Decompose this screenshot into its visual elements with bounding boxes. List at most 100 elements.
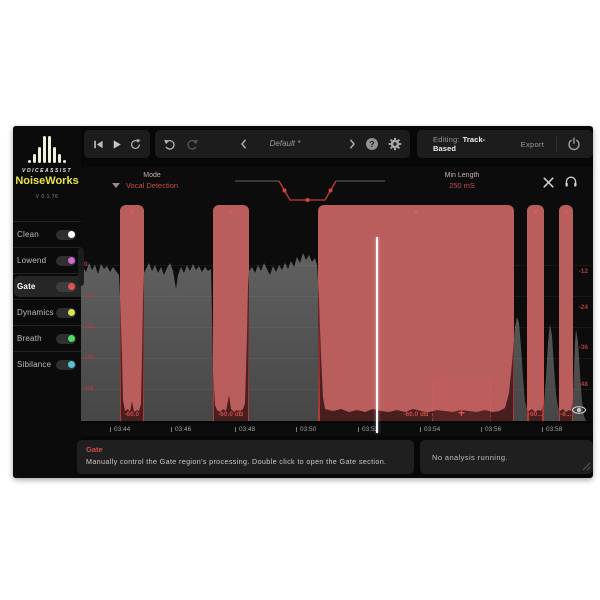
toggle-knob bbox=[67, 283, 75, 290]
timeline-ruler[interactable]: 03:44 03:46 03:48 03:50 03:52 03:54 03:56 03:58 bbox=[81, 422, 593, 437]
mode-dropdown-icon[interactable] bbox=[112, 183, 120, 188]
redo-button[interactable] bbox=[185, 137, 199, 151]
toggle-sibilance[interactable] bbox=[56, 359, 76, 370]
remove-region-button[interactable]: × bbox=[228, 207, 234, 217]
preset-name[interactable]: Default * bbox=[269, 139, 301, 148]
help-icon: ? bbox=[366, 138, 378, 150]
gate-curve-widget[interactable] bbox=[235, 175, 385, 203]
editing-label: Editing: bbox=[433, 135, 460, 144]
sidebar-item-label: Lowend bbox=[17, 256, 47, 265]
timeline-label: 03:54 bbox=[420, 426, 440, 433]
region-edge bbox=[527, 287, 529, 421]
region-edge bbox=[212, 287, 214, 421]
toggle-knob bbox=[67, 309, 75, 316]
db-scale-left-label: 0 bbox=[84, 261, 88, 268]
noiseworks-logo-icon bbox=[13, 131, 81, 163]
timeline-label: 03:52 bbox=[358, 426, 378, 433]
brand-name: NoiseWorks bbox=[15, 175, 79, 187]
region-edge bbox=[558, 287, 560, 421]
mode-value[interactable]: Vocal Detection bbox=[125, 181, 179, 190]
region-tint bbox=[527, 205, 544, 421]
gate-region[interactable]: × -60.0 bbox=[119, 205, 144, 421]
editing-value: Track-Based bbox=[433, 135, 486, 153]
db-scale-right-label: -12 bbox=[578, 268, 588, 275]
left-edge-handle[interactable] bbox=[78, 248, 84, 286]
loop-button[interactable] bbox=[129, 137, 143, 151]
region-db-label: -60.0 dB bbox=[218, 411, 244, 418]
toggle-breath[interactable] bbox=[56, 333, 76, 344]
skip-start-button[interactable] bbox=[91, 137, 105, 151]
power-icon bbox=[568, 137, 580, 151]
gate-region[interactable]: × -6... bbox=[558, 205, 573, 421]
tooltip-title: Gate bbox=[86, 445, 103, 454]
sidebar-item-label: Breath bbox=[17, 334, 42, 343]
sidebar-item-label: Dynamics bbox=[17, 308, 54, 317]
toggle-lowend[interactable] bbox=[56, 255, 76, 266]
headphones-icon bbox=[565, 176, 577, 187]
db-scale-left-label: -36 bbox=[84, 354, 94, 361]
gate-region[interactable]: × -60... bbox=[527, 205, 544, 421]
editing-mode-switch[interactable]: Editing: Track-Based bbox=[433, 135, 499, 153]
gate-region[interactable]: × -60.0 dB bbox=[212, 205, 249, 421]
add-region-box[interactable]: + bbox=[432, 378, 491, 421]
min-length-value[interactable]: 250 mS bbox=[449, 181, 475, 190]
region-db-label: -60.0 bbox=[124, 411, 140, 418]
brand-voiceassist: VOICEASSIST bbox=[21, 168, 73, 174]
clear-regions-button[interactable] bbox=[542, 176, 555, 194]
timeline-label: 03:48 bbox=[235, 426, 255, 433]
region-tint bbox=[318, 205, 514, 421]
brand-version: V 0.1.76 bbox=[35, 194, 59, 200]
remove-region-button[interactable]: × bbox=[413, 207, 419, 217]
region-edge bbox=[142, 287, 144, 421]
timeline-label: 03:56 bbox=[481, 426, 501, 433]
power-button[interactable] bbox=[567, 137, 581, 151]
sidebar-item-clean[interactable]: Clean bbox=[13, 221, 81, 247]
region-tint bbox=[558, 205, 573, 421]
sidebar-item-breath[interactable]: Breath bbox=[13, 325, 81, 351]
playhead[interactable] bbox=[376, 237, 378, 433]
monitor-button[interactable] bbox=[564, 174, 578, 193]
region-tint bbox=[119, 205, 144, 421]
toggle-clean[interactable] bbox=[56, 229, 76, 240]
analysis-status: No analysis running. bbox=[432, 453, 508, 462]
close-icon bbox=[543, 177, 554, 188]
eye-icon bbox=[571, 406, 587, 414]
region-tint bbox=[212, 205, 249, 421]
export-button[interactable]: Export bbox=[520, 139, 545, 149]
preset-next-button[interactable] bbox=[345, 137, 359, 151]
view-toggle-button[interactable] bbox=[571, 403, 587, 421]
sidebar-item-label: Sibilance bbox=[17, 360, 52, 369]
sidebar-item-sibilance[interactable]: Sibilance bbox=[13, 351, 81, 377]
tooltip-panel: Gate Manually control the Gate region's … bbox=[77, 440, 414, 474]
play-button[interactable] bbox=[110, 137, 124, 151]
waveform-display[interactable]: × -60.0 × -60.0 dB × -60.0 dB + × -60... × -6... bbox=[81, 205, 593, 421]
settings-button[interactable] bbox=[388, 137, 402, 151]
help-button[interactable]: ? bbox=[366, 138, 378, 150]
timeline-label: 03:44 bbox=[110, 426, 130, 433]
toggle-knob bbox=[67, 231, 75, 238]
add-region-button[interactable]: + bbox=[457, 406, 465, 420]
toggle-knob bbox=[67, 361, 75, 368]
mode-label: Mode bbox=[143, 172, 161, 179]
sidebar-item-label: Gate bbox=[17, 282, 36, 291]
region-tint bbox=[119, 205, 144, 421]
timeline-label: 03:58 bbox=[542, 426, 562, 433]
preset-prev-button[interactable] bbox=[237, 137, 251, 151]
remove-region-button[interactable]: × bbox=[129, 207, 135, 217]
region-edge bbox=[542, 287, 544, 421]
sidebar-item-dynamics[interactable]: Dynamics bbox=[13, 299, 81, 325]
gate-region[interactable]: × -60.0 dB + bbox=[318, 205, 514, 421]
min-length-label: Min Length bbox=[444, 172, 480, 179]
resize-handle[interactable] bbox=[582, 458, 591, 476]
db-scale-right-label: -24 bbox=[578, 304, 588, 311]
undo-button[interactable] bbox=[163, 137, 177, 151]
sidebar-item-lowend[interactable]: Lowend bbox=[13, 247, 81, 273]
sidebar-item-gate[interactable]: Gate bbox=[13, 273, 85, 299]
toggle-gate[interactable] bbox=[56, 281, 76, 292]
remove-region-button[interactable]: × bbox=[532, 207, 538, 217]
region-tint bbox=[558, 205, 573, 421]
region-tint bbox=[527, 205, 544, 421]
remove-region-button[interactable]: × bbox=[563, 207, 569, 217]
toggle-dynamics[interactable] bbox=[56, 307, 76, 318]
region-edge bbox=[571, 287, 573, 421]
